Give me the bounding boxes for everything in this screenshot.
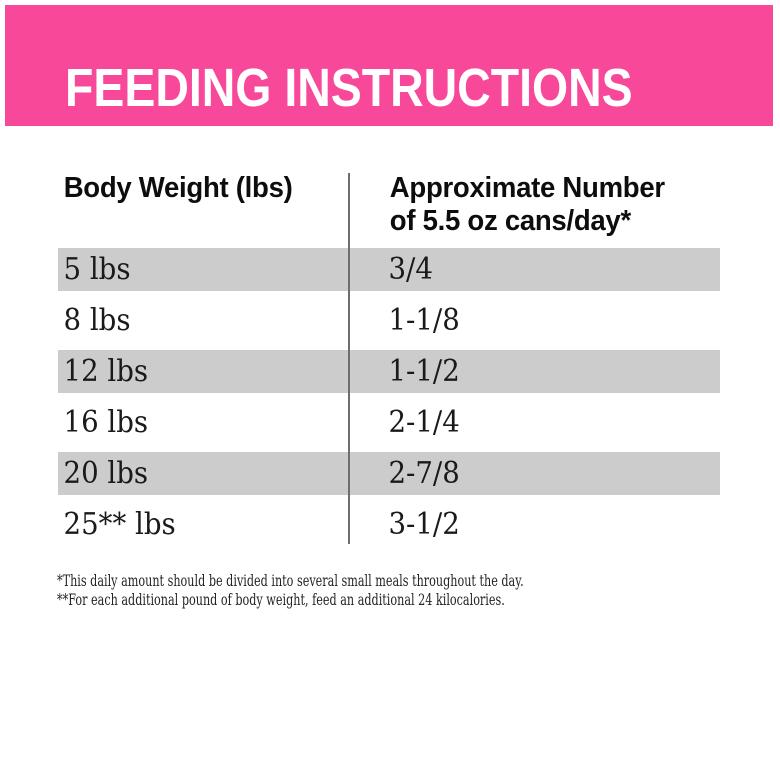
- footnote-line-1: *This daily amount should be divided int…: [57, 571, 524, 590]
- table-row: 25** lbs 3-1/2: [58, 499, 720, 550]
- table-row: 20 lbs 2-7/8: [58, 448, 720, 499]
- weight-cell: 16 lbs: [63, 404, 149, 440]
- feeding-instructions-banner: FEEDING INSTRUCTIONS: [5, 5, 773, 126]
- weight-cell: 12 lbs: [63, 353, 149, 389]
- table-row: 8 lbs 1-1/8: [58, 295, 720, 346]
- cans-cell: 3/4: [388, 251, 433, 287]
- weight-cell: 25** lbs: [63, 506, 176, 542]
- table-body: 5 lbs 3/4 8 lbs 1-1/8 12 lbs 1-1/2 16 lb…: [58, 244, 720, 550]
- cans-cell: 1-1/2: [388, 353, 460, 389]
- weight-cell: 5 lbs: [63, 251, 131, 287]
- table-header-row: Body Weight (lbs) Approximate Number of …: [58, 172, 720, 244]
- footnote-line-2: **For each additional pound of body weig…: [57, 590, 505, 609]
- header-body-weight: Body Weight (lbs): [63, 172, 293, 204]
- header-approx-cans: Approximate Number of 5.5 oz cans/day*: [348, 172, 701, 238]
- footnotes: *This daily amount should be divided int…: [57, 571, 524, 609]
- column-divider: [348, 173, 350, 544]
- table-row: 12 lbs 1-1/2: [58, 346, 720, 397]
- header-approx-cans-line1: Approximate Number: [389, 172, 665, 204]
- table-row: 16 lbs 2-1/4: [58, 397, 720, 448]
- banner-title: FEEDING INSTRUCTIONS: [65, 58, 633, 118]
- cans-cell: 2-7/8: [388, 455, 460, 491]
- cans-cell: 3-1/2: [388, 506, 460, 542]
- cans-cell: 2-1/4: [388, 404, 460, 440]
- header-approx-cans-line2: of 5.5 oz cans/day*: [389, 205, 631, 237]
- feeding-table: Body Weight (lbs) Approximate Number of …: [58, 172, 720, 550]
- table-row: 5 lbs 3/4: [58, 244, 720, 295]
- weight-cell: 20 lbs: [63, 455, 149, 491]
- weight-cell: 8 lbs: [63, 302, 131, 338]
- cans-cell: 1-1/8: [388, 302, 460, 338]
